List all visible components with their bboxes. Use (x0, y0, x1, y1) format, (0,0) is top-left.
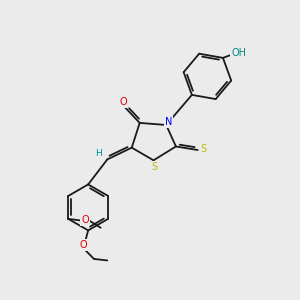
Text: O: O (120, 97, 127, 107)
Text: O: O (79, 240, 87, 250)
Text: N: N (165, 117, 172, 127)
Text: S: S (151, 162, 157, 172)
Text: H: H (95, 149, 102, 158)
Text: O: O (81, 215, 89, 225)
Text: S: S (200, 144, 206, 154)
Text: OH: OH (231, 49, 246, 58)
